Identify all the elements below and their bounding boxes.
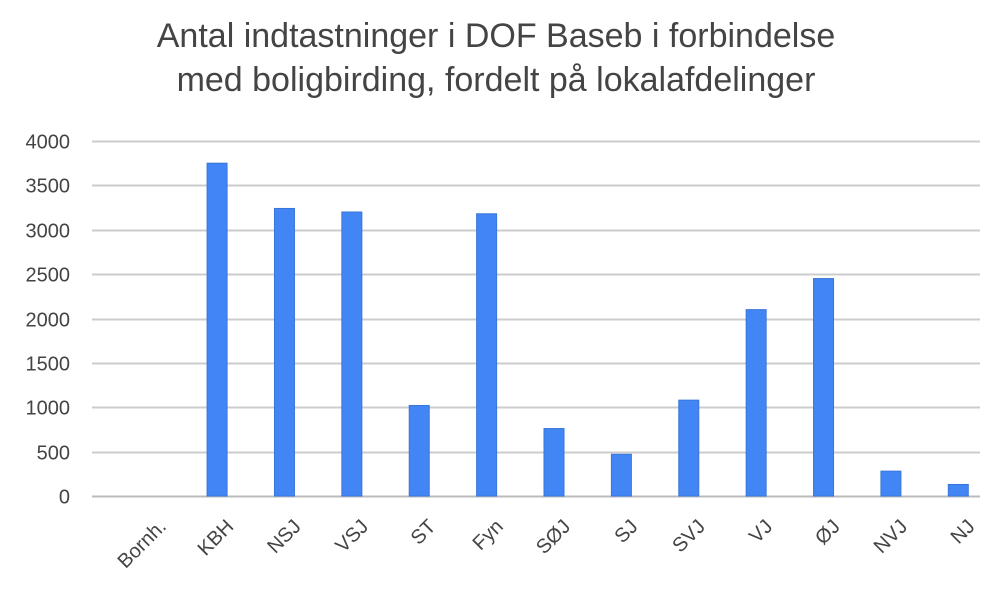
bar-SØJ [543,428,565,497]
x-tick-label: ST [407,516,441,550]
x-tick-label: NJ [947,516,980,549]
x-tick-label: NSJ [263,516,305,558]
x-tick-label: KBH [194,516,239,561]
bar-VSJ [341,211,363,497]
bar-KBH [206,162,228,497]
y-tick-label: 0 [59,487,70,509]
x-tick-label: SVJ [668,516,709,557]
y-tick-label: 3500 [26,176,71,198]
bar-VJ [745,309,767,497]
y-tick-label: 1000 [26,398,71,420]
x-axis-tick-labels: Bornh. KBH NSJ VSJ ST Fyn SØJ SJ SVJ VJ ØJ NVJ NJ [114,516,980,573]
x-tick-label: NVJ [870,516,912,558]
y-axis-tick-labels: 0 500 1000 1500 2000 2500 3000 3500 4000 [26,132,71,509]
x-tick-label: Fyn [469,516,508,555]
x-tick-label: VJ [745,516,777,548]
chart-title: Antal indtastninger i DOF Baseb i forbin… [0,14,992,102]
x-tick-label: ØJ [811,516,845,550]
bar-NVJ [880,470,902,497]
bar-SJ [610,453,632,497]
x-tick-label: SJ [610,516,642,548]
bar-NJ [947,483,969,497]
x-tick-label: Bornh. [114,516,171,573]
y-tick-label: 3000 [26,221,71,243]
x-tick-label: VSJ [331,516,372,557]
chart-title-line-2: med boligbirding, fordelt på lokalafdeli… [176,61,816,99]
bar-SVJ [678,399,700,497]
x-tick-label: SØJ [532,516,575,559]
y-tick-label: 2500 [26,265,71,287]
chart-title-line-1: Antal indtastninger i DOF Baseb i forbin… [156,17,836,55]
bar-NSJ [273,207,295,497]
bars [206,162,969,497]
bar-Fyn [476,213,498,497]
y-tick-label: 1500 [26,354,71,376]
y-tick-label: 500 [37,443,70,465]
y-tick-label: 4000 [26,132,71,154]
bar-ØJ [813,278,835,497]
bar-ST [408,404,430,497]
y-tick-label: 2000 [26,310,71,332]
